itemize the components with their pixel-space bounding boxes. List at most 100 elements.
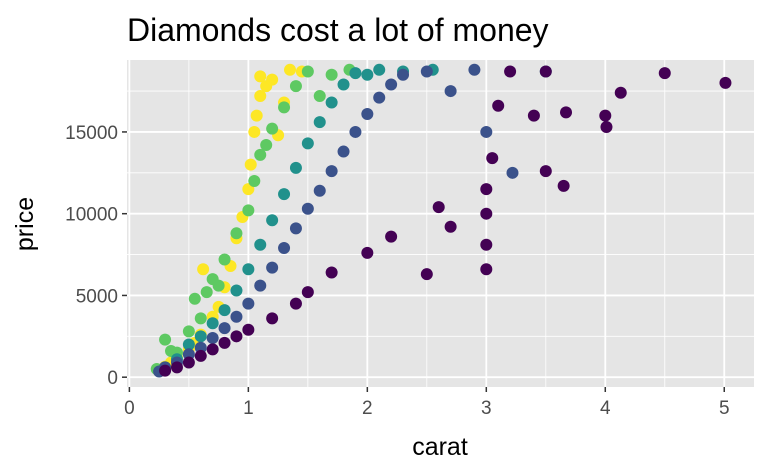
data-point <box>301 286 314 299</box>
data-point <box>349 125 362 138</box>
data-point <box>480 183 493 196</box>
data-point <box>278 101 291 114</box>
data-point <box>212 279 225 292</box>
data-point <box>188 292 201 305</box>
data-point <box>313 116 326 129</box>
data-point <box>560 106 573 119</box>
data-point <box>337 78 350 91</box>
data-point <box>385 230 398 243</box>
data-point <box>206 317 219 330</box>
data-point <box>444 220 457 233</box>
data-point <box>244 158 257 171</box>
x-tick-label: 5 <box>719 398 730 419</box>
data-point <box>614 86 627 99</box>
y-axis-ticks: 0 5000 10000 15000 <box>65 123 127 389</box>
data-point <box>361 107 374 120</box>
data-point <box>248 174 261 187</box>
y-tick-label: 0 <box>107 368 118 389</box>
data-point <box>480 207 493 220</box>
data-point <box>248 125 261 138</box>
data-point <box>194 312 207 325</box>
data-point <box>266 261 279 274</box>
x-tick-label: 0 <box>124 398 135 419</box>
data-point <box>254 238 267 251</box>
data-point <box>325 165 338 178</box>
data-point <box>230 330 243 343</box>
y-tick-label: 5000 <box>76 286 118 307</box>
y-tick-label: 10000 <box>65 205 118 226</box>
data-point <box>289 297 302 310</box>
data-point <box>289 80 302 93</box>
data-point <box>218 304 231 317</box>
x-axis-ticks: 0 1 2 3 4 5 <box>124 387 730 419</box>
data-point <box>254 89 267 102</box>
data-point <box>230 310 243 323</box>
data-point <box>254 279 267 292</box>
data-point <box>420 268 433 281</box>
data-point <box>218 253 231 266</box>
y-axis-label: price <box>11 197 39 251</box>
x-axis-label: carat <box>412 433 468 461</box>
data-point <box>250 109 263 122</box>
data-point <box>242 297 255 310</box>
data-point <box>278 188 291 201</box>
data-point <box>373 91 386 104</box>
data-point <box>313 89 326 102</box>
data-point <box>420 65 433 78</box>
data-point <box>266 122 279 135</box>
data-point <box>486 152 499 165</box>
x-tick-label: 3 <box>481 398 492 419</box>
data-point <box>230 227 243 240</box>
data-point <box>480 263 493 276</box>
data-point <box>361 246 374 259</box>
data-point <box>197 263 210 276</box>
x-tick-label: 2 <box>362 398 373 419</box>
data-point <box>301 65 314 78</box>
data-point <box>242 204 255 217</box>
data-point <box>200 286 213 299</box>
data-point <box>301 202 314 215</box>
data-point <box>230 284 243 297</box>
data-point <box>218 336 231 349</box>
data-point <box>194 330 207 343</box>
data-point <box>254 148 267 161</box>
data-point <box>719 76 732 89</box>
data-point <box>182 325 195 338</box>
data-point <box>539 165 552 178</box>
data-point <box>432 201 445 214</box>
data-point <box>206 343 219 356</box>
data-point <box>242 323 255 336</box>
data-point <box>325 266 338 279</box>
data-point <box>170 361 183 374</box>
data-point <box>266 214 279 227</box>
data-point <box>218 322 231 335</box>
data-point <box>480 125 493 138</box>
data-point <box>539 65 552 78</box>
chart-title: Diamonds cost a lot of money <box>127 12 549 48</box>
data-point <box>182 338 195 351</box>
data-point <box>194 349 207 362</box>
data-point <box>337 145 350 158</box>
data-point <box>361 68 374 81</box>
data-point <box>506 166 519 179</box>
data-point <box>557 179 570 192</box>
data-point <box>480 238 493 251</box>
data-point <box>373 63 386 76</box>
plot-panel <box>127 60 754 387</box>
data-point <box>599 109 612 122</box>
data-point <box>397 68 410 81</box>
data-point <box>266 73 279 86</box>
data-point <box>206 331 219 344</box>
data-point <box>159 333 172 346</box>
data-point <box>468 63 481 76</box>
data-point <box>182 356 195 369</box>
data-point <box>325 68 338 81</box>
data-point <box>260 139 273 152</box>
data-point <box>504 65 517 78</box>
data-point <box>301 137 314 150</box>
y-tick-label: 15000 <box>65 123 118 144</box>
data-point <box>349 67 362 80</box>
data-point <box>313 184 326 197</box>
data-point <box>492 99 505 112</box>
